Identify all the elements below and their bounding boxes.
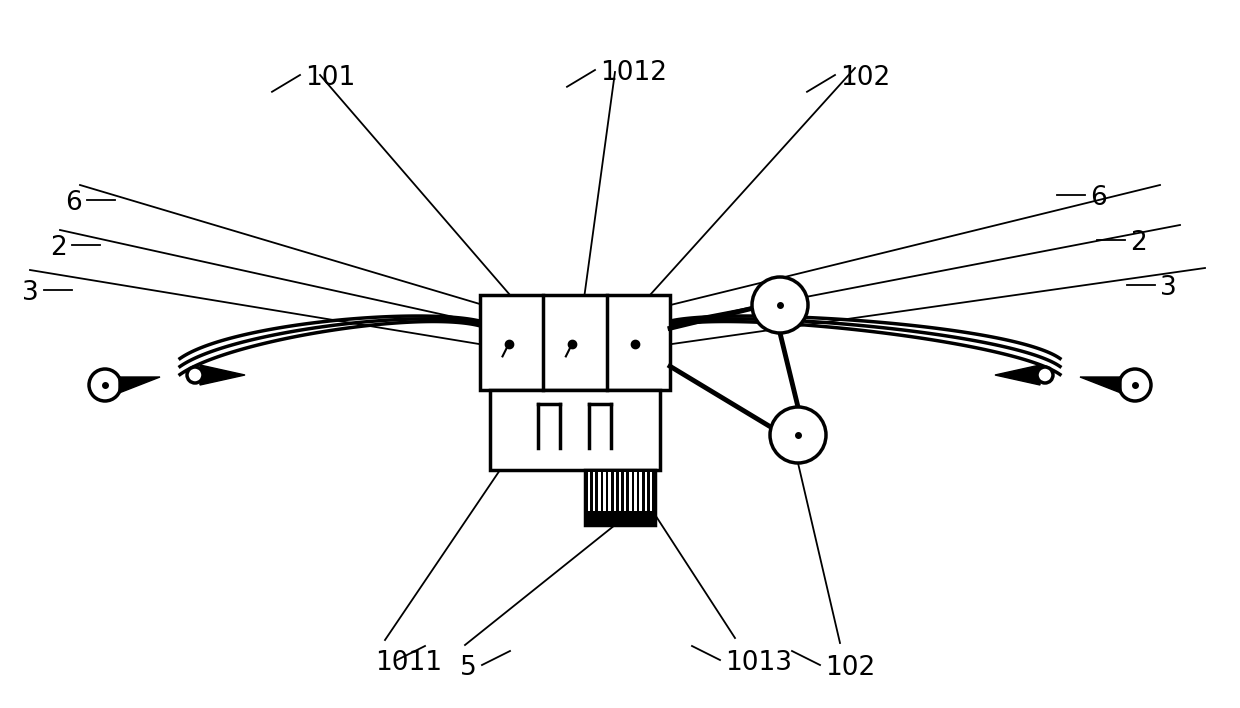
Bar xyxy=(603,472,606,510)
Bar xyxy=(588,472,590,510)
Text: 1012: 1012 xyxy=(600,60,667,86)
Bar xyxy=(650,472,652,510)
Text: 102: 102 xyxy=(839,65,890,91)
Polygon shape xyxy=(119,377,160,393)
Bar xyxy=(585,470,655,525)
Text: 1011: 1011 xyxy=(374,650,441,676)
Text: 5: 5 xyxy=(460,655,476,681)
Bar xyxy=(629,472,631,510)
Bar xyxy=(624,472,626,510)
Text: 6: 6 xyxy=(64,190,82,216)
Polygon shape xyxy=(200,365,246,385)
Bar xyxy=(593,472,595,510)
Text: 6: 6 xyxy=(1090,185,1107,211)
Bar xyxy=(634,472,637,510)
Text: 3: 3 xyxy=(22,280,38,306)
Text: 101: 101 xyxy=(305,65,355,91)
Bar xyxy=(598,472,600,510)
Text: 2: 2 xyxy=(50,235,67,261)
Bar xyxy=(645,472,647,510)
Polygon shape xyxy=(1080,377,1121,393)
Bar xyxy=(609,472,611,510)
Text: 1013: 1013 xyxy=(725,650,792,676)
Circle shape xyxy=(770,407,826,463)
Bar xyxy=(640,472,642,510)
Text: 2: 2 xyxy=(1130,230,1147,256)
Bar xyxy=(614,472,616,510)
Text: 102: 102 xyxy=(825,655,875,681)
Circle shape xyxy=(1037,367,1053,383)
Bar xyxy=(619,472,621,510)
Circle shape xyxy=(1118,369,1151,401)
Circle shape xyxy=(751,277,808,333)
Polygon shape xyxy=(994,365,1040,385)
Circle shape xyxy=(187,367,203,383)
Bar xyxy=(490,390,660,470)
Bar xyxy=(480,295,670,390)
Circle shape xyxy=(89,369,122,401)
Text: 3: 3 xyxy=(1159,275,1177,301)
